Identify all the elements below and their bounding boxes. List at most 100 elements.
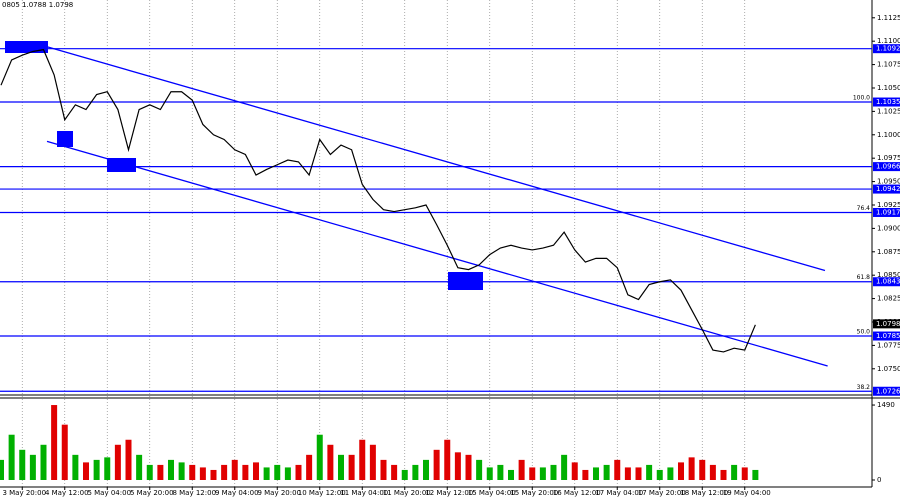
y-tick-label: 1.0925 [877, 201, 900, 209]
volume-bar [624, 467, 631, 480]
volume-bar [327, 444, 334, 480]
volume-bar [720, 469, 727, 480]
x-tick-label: 8 May 12:00 [172, 489, 216, 497]
volume-bar [72, 454, 79, 480]
level-label: 1.0966 [876, 163, 900, 171]
x-tick-label: 17 May 20:00 [638, 489, 686, 497]
x-tick-label: 5 May 04:00 [87, 489, 131, 497]
volume-bar [125, 439, 132, 480]
y-tick-label: 1.0825 [877, 295, 900, 303]
level-label-box [873, 386, 900, 396]
x-tick-label: 3 May 20:00 [2, 489, 46, 497]
volume-bar [423, 459, 429, 480]
volume-bar [678, 462, 684, 480]
volume-bar [93, 459, 100, 480]
volume-bar [295, 464, 302, 480]
y-tick-label: 1.1125 [877, 14, 900, 22]
volume-bar [19, 449, 26, 480]
y-tick-label: 1.0975 [877, 154, 900, 162]
level-label: 1.0726 [876, 387, 900, 395]
y-tick-label: 1.0850 [877, 271, 900, 279]
channel-line [46, 140, 828, 367]
x-tick-label: 4 May 12:00 [45, 489, 89, 497]
volume-bar [614, 459, 621, 480]
volume-bar [253, 462, 259, 480]
fib-label: 100.0 [853, 95, 870, 102]
volume-bar [741, 467, 748, 480]
level-label: 1.0917 [876, 208, 900, 216]
volume-bar [508, 469, 514, 480]
x-tick-label: 15 May 04:00 [468, 489, 516, 497]
y-tick-label: 1.1100 [877, 37, 900, 45]
volume-bar [146, 464, 153, 480]
header: 0805 1.0788 1.0798 [2, 1, 73, 9]
volume-bar [338, 454, 344, 480]
volume-bar [571, 462, 578, 480]
channel-line [46, 46, 826, 272]
volume-bar [221, 464, 228, 480]
volume-bar [635, 467, 642, 480]
y-tick-label: 1.1000 [877, 131, 900, 139]
volume-bar [412, 464, 419, 480]
x-tick-label: 17 May 04:00 [595, 489, 643, 497]
volume-bar [391, 464, 398, 480]
highlight-box [5, 41, 48, 53]
volume-bar [486, 467, 493, 480]
x-tick-label: 5 May 20:00 [130, 489, 174, 497]
highlight-box [107, 158, 136, 172]
volume-bar [454, 452, 461, 480]
volume-bar [157, 464, 164, 480]
volume-bar [274, 464, 281, 480]
highlight-box [57, 131, 73, 147]
x-tick-label: 12 May 12:00 [425, 489, 473, 497]
volume-bar [83, 462, 89, 480]
volume-bar [263, 467, 270, 480]
y-tick-label: 1.0900 [877, 224, 900, 232]
volume-bar [199, 467, 206, 480]
volume-bar [401, 469, 408, 480]
volume-bar [316, 434, 323, 480]
x-tick-label: 9 May 04:00 [215, 489, 259, 497]
volume-bar [709, 464, 716, 480]
level-label-box [873, 97, 900, 107]
x-tick-label: 11 May 04:00 [340, 489, 388, 497]
level-label-box [873, 331, 900, 341]
volume-bar [465, 454, 472, 480]
volume-bar [593, 467, 599, 480]
volume-bar [178, 462, 185, 480]
y-tick-label: 1.1050 [877, 84, 900, 92]
level-label: 1.0785 [876, 332, 900, 340]
volume-bar [699, 459, 706, 480]
level-label-box [873, 184, 900, 194]
volume-bar [242, 464, 249, 480]
volume-bar [752, 469, 759, 480]
volume-bar [348, 454, 355, 480]
volume-tick-label: 0 [877, 476, 881, 484]
volume-bar [369, 444, 376, 480]
volume-bar [189, 464, 196, 480]
x-tick-label: 16 May 12:00 [553, 489, 601, 497]
x-tick-label: 18 May 12:00 [680, 489, 728, 497]
volume-bar [688, 457, 695, 480]
volume-bar [646, 464, 653, 480]
last-price: 1.0798 [876, 320, 900, 328]
y-tick-label: 1.0875 [877, 248, 900, 256]
volume-bar [656, 469, 663, 480]
x-tick-label: 11 May 20:00 [383, 489, 431, 497]
fib-label: 61.8 [857, 274, 871, 281]
volume-bar [518, 459, 525, 480]
last-price-box [873, 319, 900, 329]
volume-bar [306, 454, 313, 480]
volume-bar [51, 405, 58, 480]
highlight-box [448, 272, 483, 290]
grid [21, 0, 746, 487]
volume-bar [114, 444, 121, 480]
volume-bar [444, 439, 451, 480]
volume-bar [284, 467, 291, 480]
level-label: 1.0843 [876, 278, 900, 286]
volume-bar [359, 439, 366, 480]
x-tick-label: 9 May 20:00 [257, 489, 301, 497]
fib-label: 50.0 [857, 329, 871, 336]
